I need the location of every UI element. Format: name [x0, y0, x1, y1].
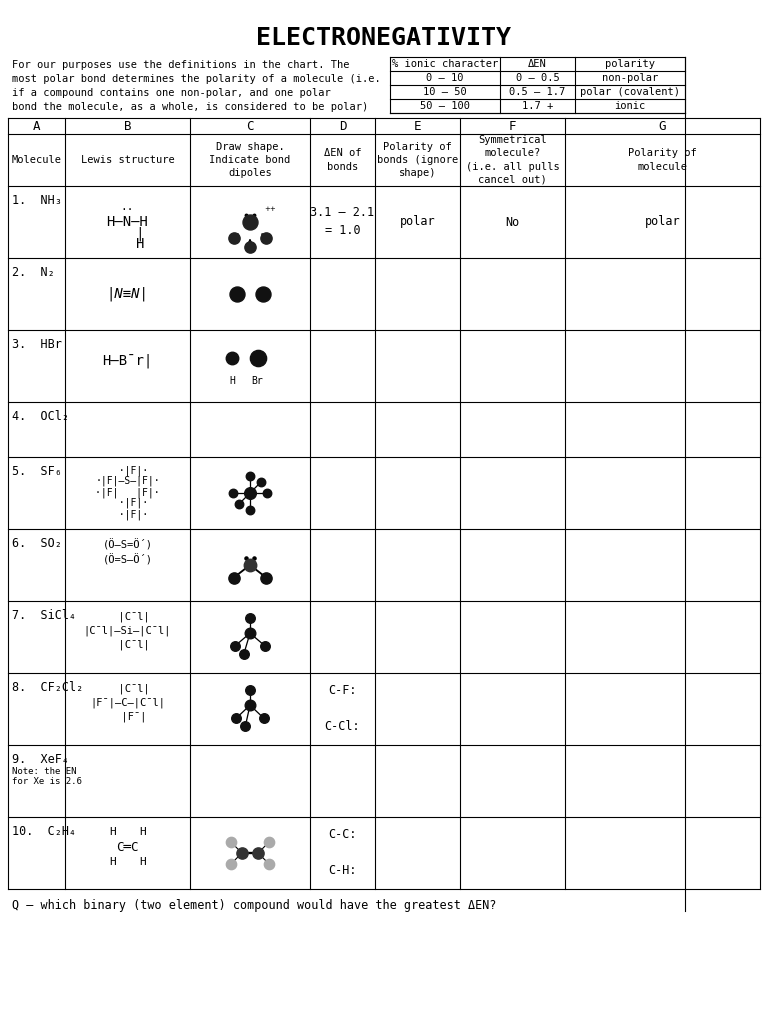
- Text: H: H: [111, 237, 144, 251]
- Text: ELECTRONEGATIVITY: ELECTRONEGATIVITY: [257, 26, 511, 50]
- Text: 9.  XeF₄: 9. XeF₄: [12, 753, 69, 766]
- Text: |C̄l|: |C̄l|: [106, 639, 149, 649]
- Text: 10.  C₂H₄: 10. C₂H₄: [12, 825, 76, 838]
- Text: E: E: [414, 120, 422, 132]
- Text: H–B̄r|: H–B̄r|: [102, 353, 153, 369]
- Text: |N≡N|: |N≡N|: [107, 287, 148, 301]
- Text: ·|F|   |F|·: ·|F| |F|·: [95, 487, 160, 498]
- Text: H: H: [139, 827, 146, 837]
- Text: B: B: [124, 120, 131, 132]
- Text: |C̄l|–Si–|C̄l|: |C̄l|–Si–|C̄l|: [84, 625, 171, 636]
- Text: C-C:

C-H:: C-C: C-H:: [328, 828, 357, 878]
- Text: ·|F|–S–|F|·: ·|F|–S–|F|·: [95, 476, 160, 486]
- Text: ++: ++: [264, 206, 276, 212]
- Text: Polarity of
bonds (ignore
shape): Polarity of bonds (ignore shape): [377, 141, 458, 178]
- Text: Q – which binary (two element) compound would have the greatest ΔEN?: Q – which binary (two element) compound …: [12, 899, 496, 912]
- Text: 8.  CF₂Cl₂: 8. CF₂Cl₂: [12, 681, 83, 694]
- Text: C: C: [247, 120, 253, 132]
- Text: For our purposes use the definitions in the chart. The: For our purposes use the definitions in …: [12, 60, 349, 70]
- Text: |F̄|: |F̄|: [109, 711, 146, 722]
- Text: H: H: [139, 857, 146, 867]
- Text: (Ö=S–Ö´): (Ö=S–Ö´): [102, 554, 153, 565]
- Text: most polar bond determines the polarity of a molecule (i.e.: most polar bond determines the polarity …: [12, 74, 381, 84]
- Text: H: H: [109, 827, 116, 837]
- Text: |C̄l|: |C̄l|: [106, 611, 149, 622]
- Text: Lewis structure: Lewis structure: [81, 155, 174, 165]
- Text: 1.  NH₃: 1. NH₃: [12, 194, 62, 207]
- Text: H: H: [109, 857, 116, 867]
- Text: C═C: C═C: [116, 841, 139, 854]
- Text: 4.  OCl₂: 4. OCl₂: [12, 410, 69, 423]
- Text: bond the molecule, as a whole, is considered to be polar): bond the molecule, as a whole, is consid…: [12, 102, 368, 112]
- Text: 3.  HBr: 3. HBr: [12, 338, 62, 351]
- Text: Draw shape.
Indicate bond
dipoles: Draw shape. Indicate bond dipoles: [210, 141, 290, 178]
- Text: F: F: [508, 120, 516, 132]
- Text: 6.  SO₂: 6. SO₂: [12, 537, 62, 550]
- Text: D: D: [339, 120, 346, 132]
- Text: |F̄|–C–|C̄l|: |F̄|–C–|C̄l|: [90, 697, 165, 708]
- Text: 2.  N₂: 2. N₂: [12, 266, 55, 279]
- Text: Symmetrical
molecule?
(i.e. all pulls
cancel out): Symmetrical molecule? (i.e. all pulls ca…: [465, 135, 559, 184]
- Text: 0 – 0.5: 0 – 0.5: [515, 73, 559, 83]
- Text: ionic: ionic: [614, 101, 646, 111]
- Text: (Ö–S=Ö´): (Ö–S=Ö´): [102, 539, 153, 551]
- Text: H: H: [230, 376, 235, 386]
- Text: polar (covalent): polar (covalent): [580, 87, 680, 97]
- Text: if a compound contains one non-polar, and one polar: if a compound contains one non-polar, an…: [12, 88, 331, 98]
- Text: Polarity of
molecule: Polarity of molecule: [628, 148, 697, 172]
- Text: 1.7 +: 1.7 +: [522, 101, 553, 111]
- Text: |: |: [111, 226, 144, 242]
- Text: Note: the EN
for Xe is 2.6: Note: the EN for Xe is 2.6: [12, 767, 82, 786]
- Text: polar: polar: [644, 215, 680, 228]
- Text: G: G: [659, 120, 667, 132]
- Text: % ionic character: % ionic character: [392, 59, 498, 69]
- Text: ·|F|·: ·|F|·: [107, 509, 148, 519]
- Text: 3.1 – 2.1
= 1.0: 3.1 – 2.1 = 1.0: [310, 207, 375, 238]
- Text: non-polar: non-polar: [602, 73, 658, 83]
- Text: ΔEN: ΔEN: [528, 59, 547, 69]
- Text: Molecule: Molecule: [12, 155, 61, 165]
- Text: ·|F|·: ·|F|·: [107, 498, 148, 509]
- Text: 0 – 10: 0 – 10: [426, 73, 464, 83]
- Text: C-F:

C-Cl:: C-F: C-Cl:: [325, 684, 360, 733]
- Text: A: A: [33, 120, 40, 132]
- Text: ··: ··: [121, 205, 134, 215]
- Text: ·|F|·: ·|F|·: [107, 465, 148, 475]
- Text: 5.  SF₆: 5. SF₆: [12, 465, 62, 478]
- Text: polar: polar: [399, 215, 435, 228]
- Text: 50 – 100: 50 – 100: [420, 101, 470, 111]
- Text: |C̄l|: |C̄l|: [106, 683, 149, 693]
- Text: H–N–H: H–N–H: [107, 215, 148, 229]
- Text: 7.  SiCl₄: 7. SiCl₄: [12, 609, 76, 622]
- Text: No: No: [505, 215, 520, 228]
- Text: ΔEN of
bonds: ΔEN of bonds: [324, 148, 361, 172]
- Text: 0.5 – 1.7: 0.5 – 1.7: [509, 87, 565, 97]
- Text: 10 – 50: 10 – 50: [423, 87, 467, 97]
- Text: Br: Br: [252, 376, 263, 386]
- Text: polarity: polarity: [605, 59, 655, 69]
